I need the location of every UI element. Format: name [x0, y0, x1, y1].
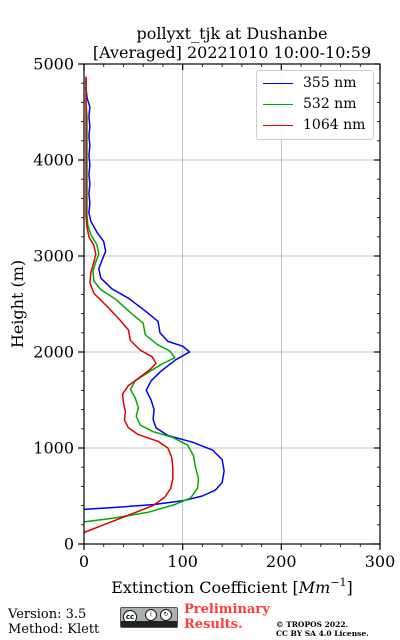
x-axis-label-text: Extinction Coefficient [	[111, 578, 299, 597]
x-tick-label: 100	[167, 552, 198, 571]
y-tick-label: 5000	[33, 55, 74, 74]
copyright-line-1: © TROPOS 2022.	[276, 620, 349, 629]
x-axis-label-unit: Mm	[298, 578, 331, 597]
chart-subtitle: [Averaged] 20221010 10:00-10:59	[93, 43, 371, 62]
legend-label-355: 355 nm	[303, 75, 357, 91]
y-axis-label: Height (m)	[8, 260, 27, 348]
legend-item-1064: 1064 nm	[263, 116, 371, 134]
cc-by-icon: i	[145, 609, 157, 621]
cc-logo-icon: cc	[123, 610, 137, 624]
preliminary-notice: Preliminary Results.	[184, 602, 270, 632]
legend-line-355	[263, 83, 293, 84]
y-tick-label: 2000	[33, 343, 74, 362]
y-tick-label: 4000	[33, 151, 74, 170]
x-axis-label-close: ]	[347, 578, 353, 597]
series-line-355-nm	[83, 78, 225, 511]
y-tick-label: 3000	[33, 247, 74, 266]
cc-badge-strip	[121, 621, 177, 627]
series-line-1064-nm	[83, 76, 174, 534]
chart-title: pollyxt_tjk at Dushanbe	[136, 24, 327, 43]
preliminary-line-2: Results.	[184, 617, 243, 632]
legend-label-532: 532 nm	[303, 96, 357, 112]
copyright-line-2: CC BY SA 4.0 License.	[276, 629, 369, 638]
plot-frame	[83, 63, 381, 545]
legend: 355 nm 532 nm 1064 nm	[256, 70, 374, 140]
legend-label-1064: 1064 nm	[303, 117, 366, 133]
y-tick-label: 0	[64, 535, 74, 554]
copyright-notice: © TROPOS 2022. CC BY SA 4.0 License.	[276, 620, 369, 638]
x-tick-label: 0	[79, 552, 89, 571]
legend-line-532	[263, 104, 293, 105]
cc-sa-icon: ↻	[160, 609, 172, 621]
legend-item-355: 355 nm	[263, 74, 371, 92]
series-layer	[83, 76, 225, 534]
version-text: Version: 3.5	[8, 607, 87, 622]
x-tick-label: 300	[365, 552, 396, 571]
x-tick-label: 200	[266, 552, 297, 571]
legend-line-1064	[263, 125, 293, 126]
cc-license-badge: cc i ↻	[120, 607, 178, 628]
series-line-532-nm	[83, 78, 200, 523]
x-axis-label-exponent: −1	[330, 576, 346, 589]
x-axis-label: Extinction Coefficient [Mm−1]	[111, 576, 353, 597]
y-tick-label: 1000	[33, 439, 74, 458]
preliminary-line-1: Preliminary	[184, 602, 270, 617]
legend-item-532: 532 nm	[263, 95, 371, 113]
method-text: Method: Klett	[8, 622, 100, 637]
